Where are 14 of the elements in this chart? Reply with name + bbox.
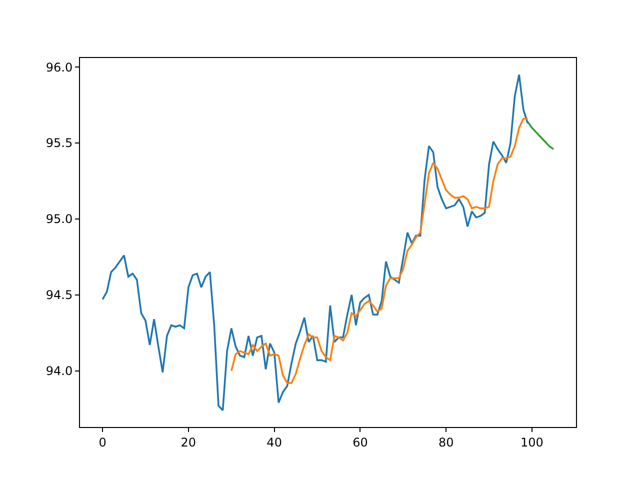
y-tick-label: 95.5	[46, 136, 73, 150]
x-tick-label: 40	[266, 435, 282, 450]
x-tick-label: 0	[98, 435, 106, 450]
x-tick-label: 100	[520, 435, 544, 450]
x-tick-label: 80	[438, 435, 454, 450]
y-tick-label: 94.0	[46, 364, 73, 378]
line-series	[230, 118, 529, 384]
y-tick-label: 96.0	[46, 60, 73, 74]
x-tick-label: 60	[352, 435, 368, 450]
line-series	[526, 120, 554, 150]
x-tick-label: 20	[180, 435, 196, 450]
line-series	[102, 74, 529, 412]
y-tick-label: 95.0	[46, 212, 73, 226]
y-tick-label: 94.5	[46, 288, 73, 302]
